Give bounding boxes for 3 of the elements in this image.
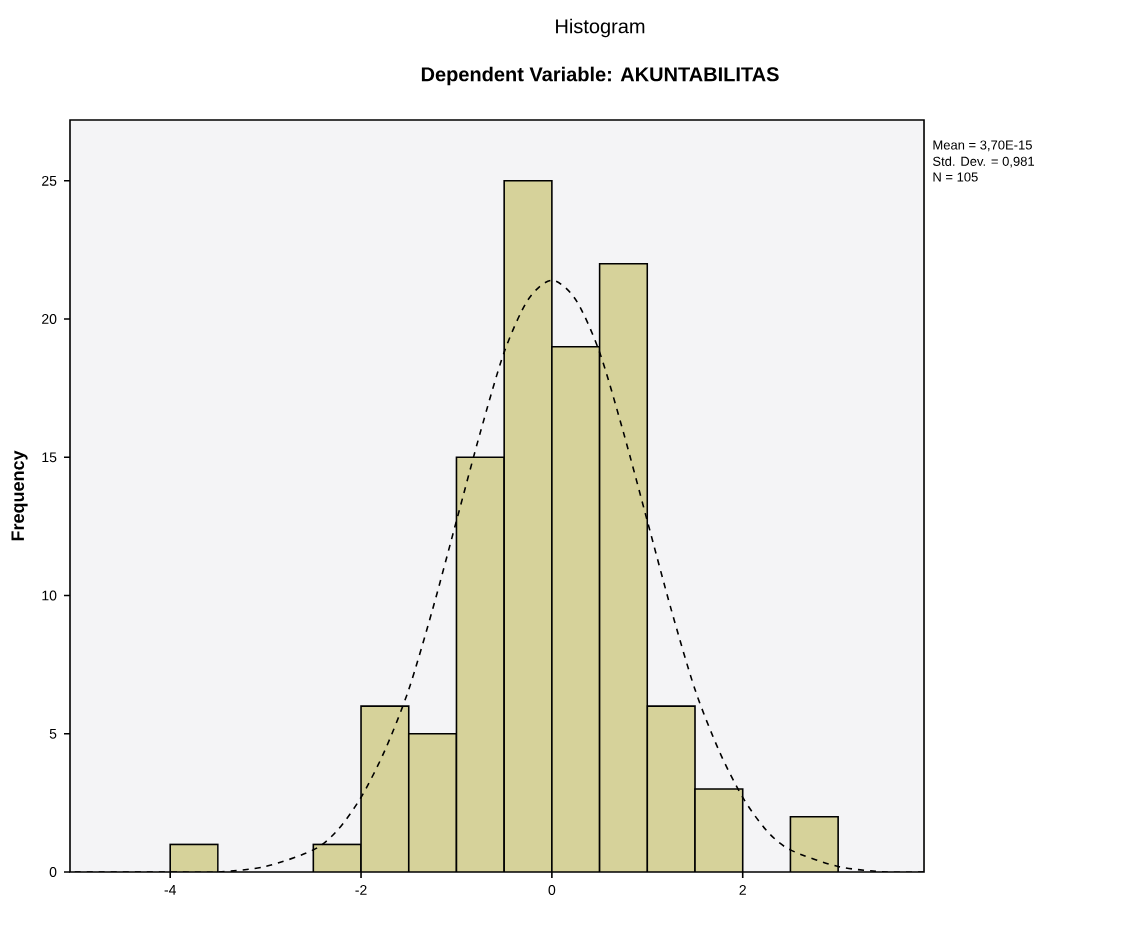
chart-subtitle: Dependent Variable: AKUNTABILITAS [421, 66, 779, 86]
y-axis-title: Frequency [11, 450, 28, 541]
chart-title: Histogram [556, 18, 645, 38]
